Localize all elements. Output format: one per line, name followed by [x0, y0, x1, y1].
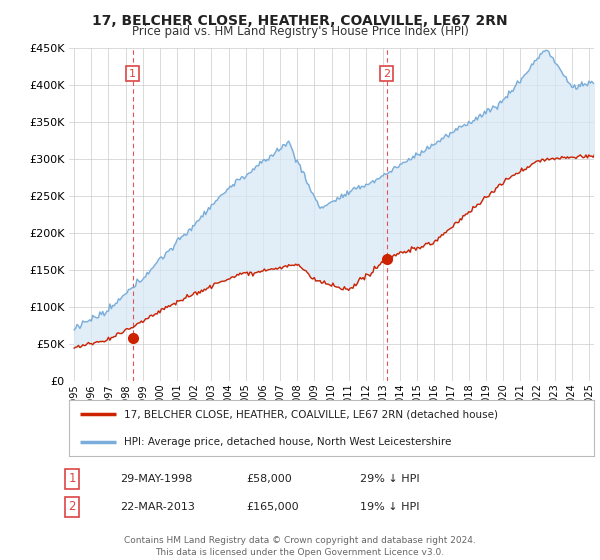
Text: 17, BELCHER CLOSE, HEATHER, COALVILLE, LE67 2RN (detached house): 17, BELCHER CLOSE, HEATHER, COALVILLE, L… — [124, 409, 498, 419]
Text: 29% ↓ HPI: 29% ↓ HPI — [360, 474, 419, 484]
Text: 2: 2 — [68, 500, 76, 514]
Text: £58,000: £58,000 — [246, 474, 292, 484]
Text: £165,000: £165,000 — [246, 502, 299, 512]
Text: 1: 1 — [129, 68, 136, 78]
Text: 1: 1 — [68, 472, 76, 486]
Text: 29-MAY-1998: 29-MAY-1998 — [120, 474, 193, 484]
Text: 2: 2 — [383, 68, 391, 78]
Text: 22-MAR-2013: 22-MAR-2013 — [120, 502, 195, 512]
Text: Contains HM Land Registry data © Crown copyright and database right 2024.
This d: Contains HM Land Registry data © Crown c… — [124, 536, 476, 557]
Text: 17, BELCHER CLOSE, HEATHER, COALVILLE, LE67 2RN: 17, BELCHER CLOSE, HEATHER, COALVILLE, L… — [92, 14, 508, 28]
Text: HPI: Average price, detached house, North West Leicestershire: HPI: Average price, detached house, Nort… — [124, 437, 452, 447]
Text: 19% ↓ HPI: 19% ↓ HPI — [360, 502, 419, 512]
Text: Price paid vs. HM Land Registry's House Price Index (HPI): Price paid vs. HM Land Registry's House … — [131, 25, 469, 38]
